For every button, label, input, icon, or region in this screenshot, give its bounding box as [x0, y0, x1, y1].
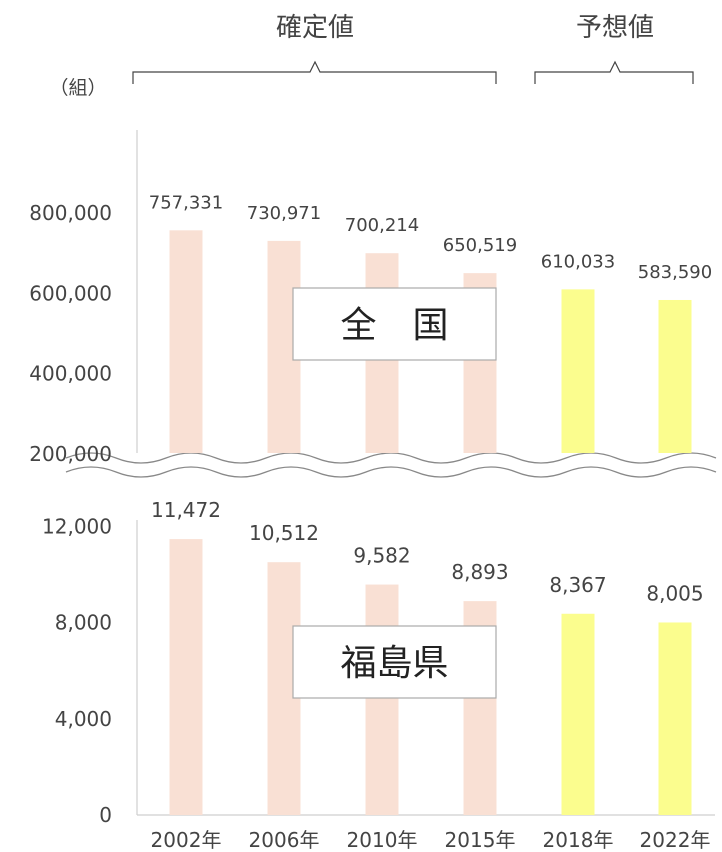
fukushima-panel: 0 4,000 8,000 12,000 11,472 10,512 9,582 8,893 8… [42, 498, 715, 852]
axis-break-wave-lower [65, 466, 717, 478]
bar-2022年 [658, 622, 692, 815]
data-label: 650,519 [443, 235, 517, 256]
forecast-header: 予想値 [576, 13, 654, 43]
data-label: 8,893 [451, 560, 508, 584]
data-label: 583,590 [638, 262, 712, 283]
data-label: 730,971 [247, 203, 321, 224]
y-tick-label: 600,000 [29, 281, 112, 305]
region-label-box [292, 625, 497, 699]
x-tick-label: 2018年 [543, 828, 614, 852]
y-tick-label: 0 [99, 803, 112, 827]
y-tick-label: 200,000 [29, 442, 112, 466]
region-label: 福島県 [340, 643, 448, 684]
bar-2010年 [365, 584, 399, 815]
y-tick-label: 400,000 [29, 362, 112, 386]
y-tick-label: 12,000 [42, 514, 112, 538]
confirmed-header: 確定値 [276, 13, 354, 43]
x-tick-label: 2002年 [151, 828, 222, 852]
x-tick-label: 2015年 [445, 828, 516, 852]
bar-2022年 [658, 299, 692, 453]
y-tick-label: 8,000 [55, 611, 112, 635]
unit-label: （組） [49, 77, 106, 99]
x-tick-label: 2006年 [249, 828, 320, 852]
region-label-box [292, 287, 497, 361]
bar-2018年 [561, 613, 595, 815]
data-label: 700,214 [345, 215, 419, 236]
x-tick-label: 2010年 [347, 828, 418, 852]
y-tick-label: 800,000 [29, 201, 112, 225]
y-tick-label: 4,000 [55, 707, 112, 731]
national-panel: 200,000 400,000 600,000 800,000 757,331 730,9… [29, 130, 712, 466]
forecast-brace [534, 60, 694, 84]
data-label: 10,512 [249, 521, 319, 545]
bar-2018年 [561, 289, 595, 453]
data-label: 8,005 [646, 581, 703, 605]
data-label: 757,331 [149, 192, 223, 213]
data-label: 8,367 [549, 573, 606, 597]
confirmed-brace [132, 60, 497, 84]
data-label: 610,033 [541, 251, 615, 272]
bar-2002年 [169, 539, 203, 815]
axis-break-wave-upper [65, 452, 717, 464]
data-label: 9,582 [353, 544, 410, 568]
x-tick-label: 2022年 [640, 828, 711, 852]
region-label: 全 国 [340, 305, 448, 346]
data-label: 11,472 [151, 498, 221, 522]
bar-2002年 [169, 230, 203, 453]
